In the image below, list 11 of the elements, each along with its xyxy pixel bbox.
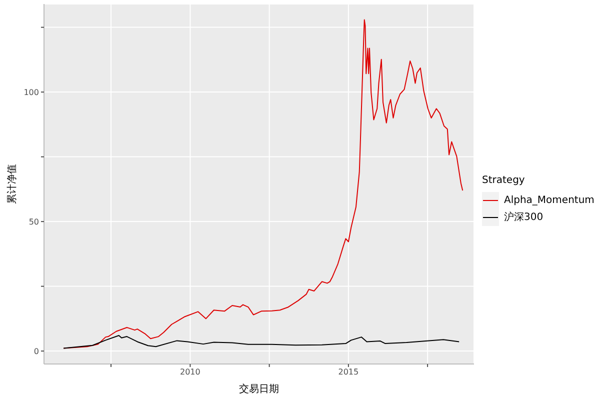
- y-tick-label: 100: [24, 88, 39, 97]
- line-series: [63, 335, 460, 349]
- y-tick-label: 50: [28, 217, 39, 226]
- legend-label: Alpha_Momentum: [504, 194, 594, 206]
- y-tick-label: 0: [34, 346, 39, 356]
- x-tick-label: 2010: [180, 368, 200, 377]
- x-tick-label: 2015: [338, 368, 359, 377]
- legend-title: Strategy: [482, 174, 526, 186]
- legend-label: 沪深300: [504, 210, 544, 224]
- y-axis-title: 累计净值: [6, 164, 18, 204]
- x-axis-title: 交易日期: [239, 383, 279, 395]
